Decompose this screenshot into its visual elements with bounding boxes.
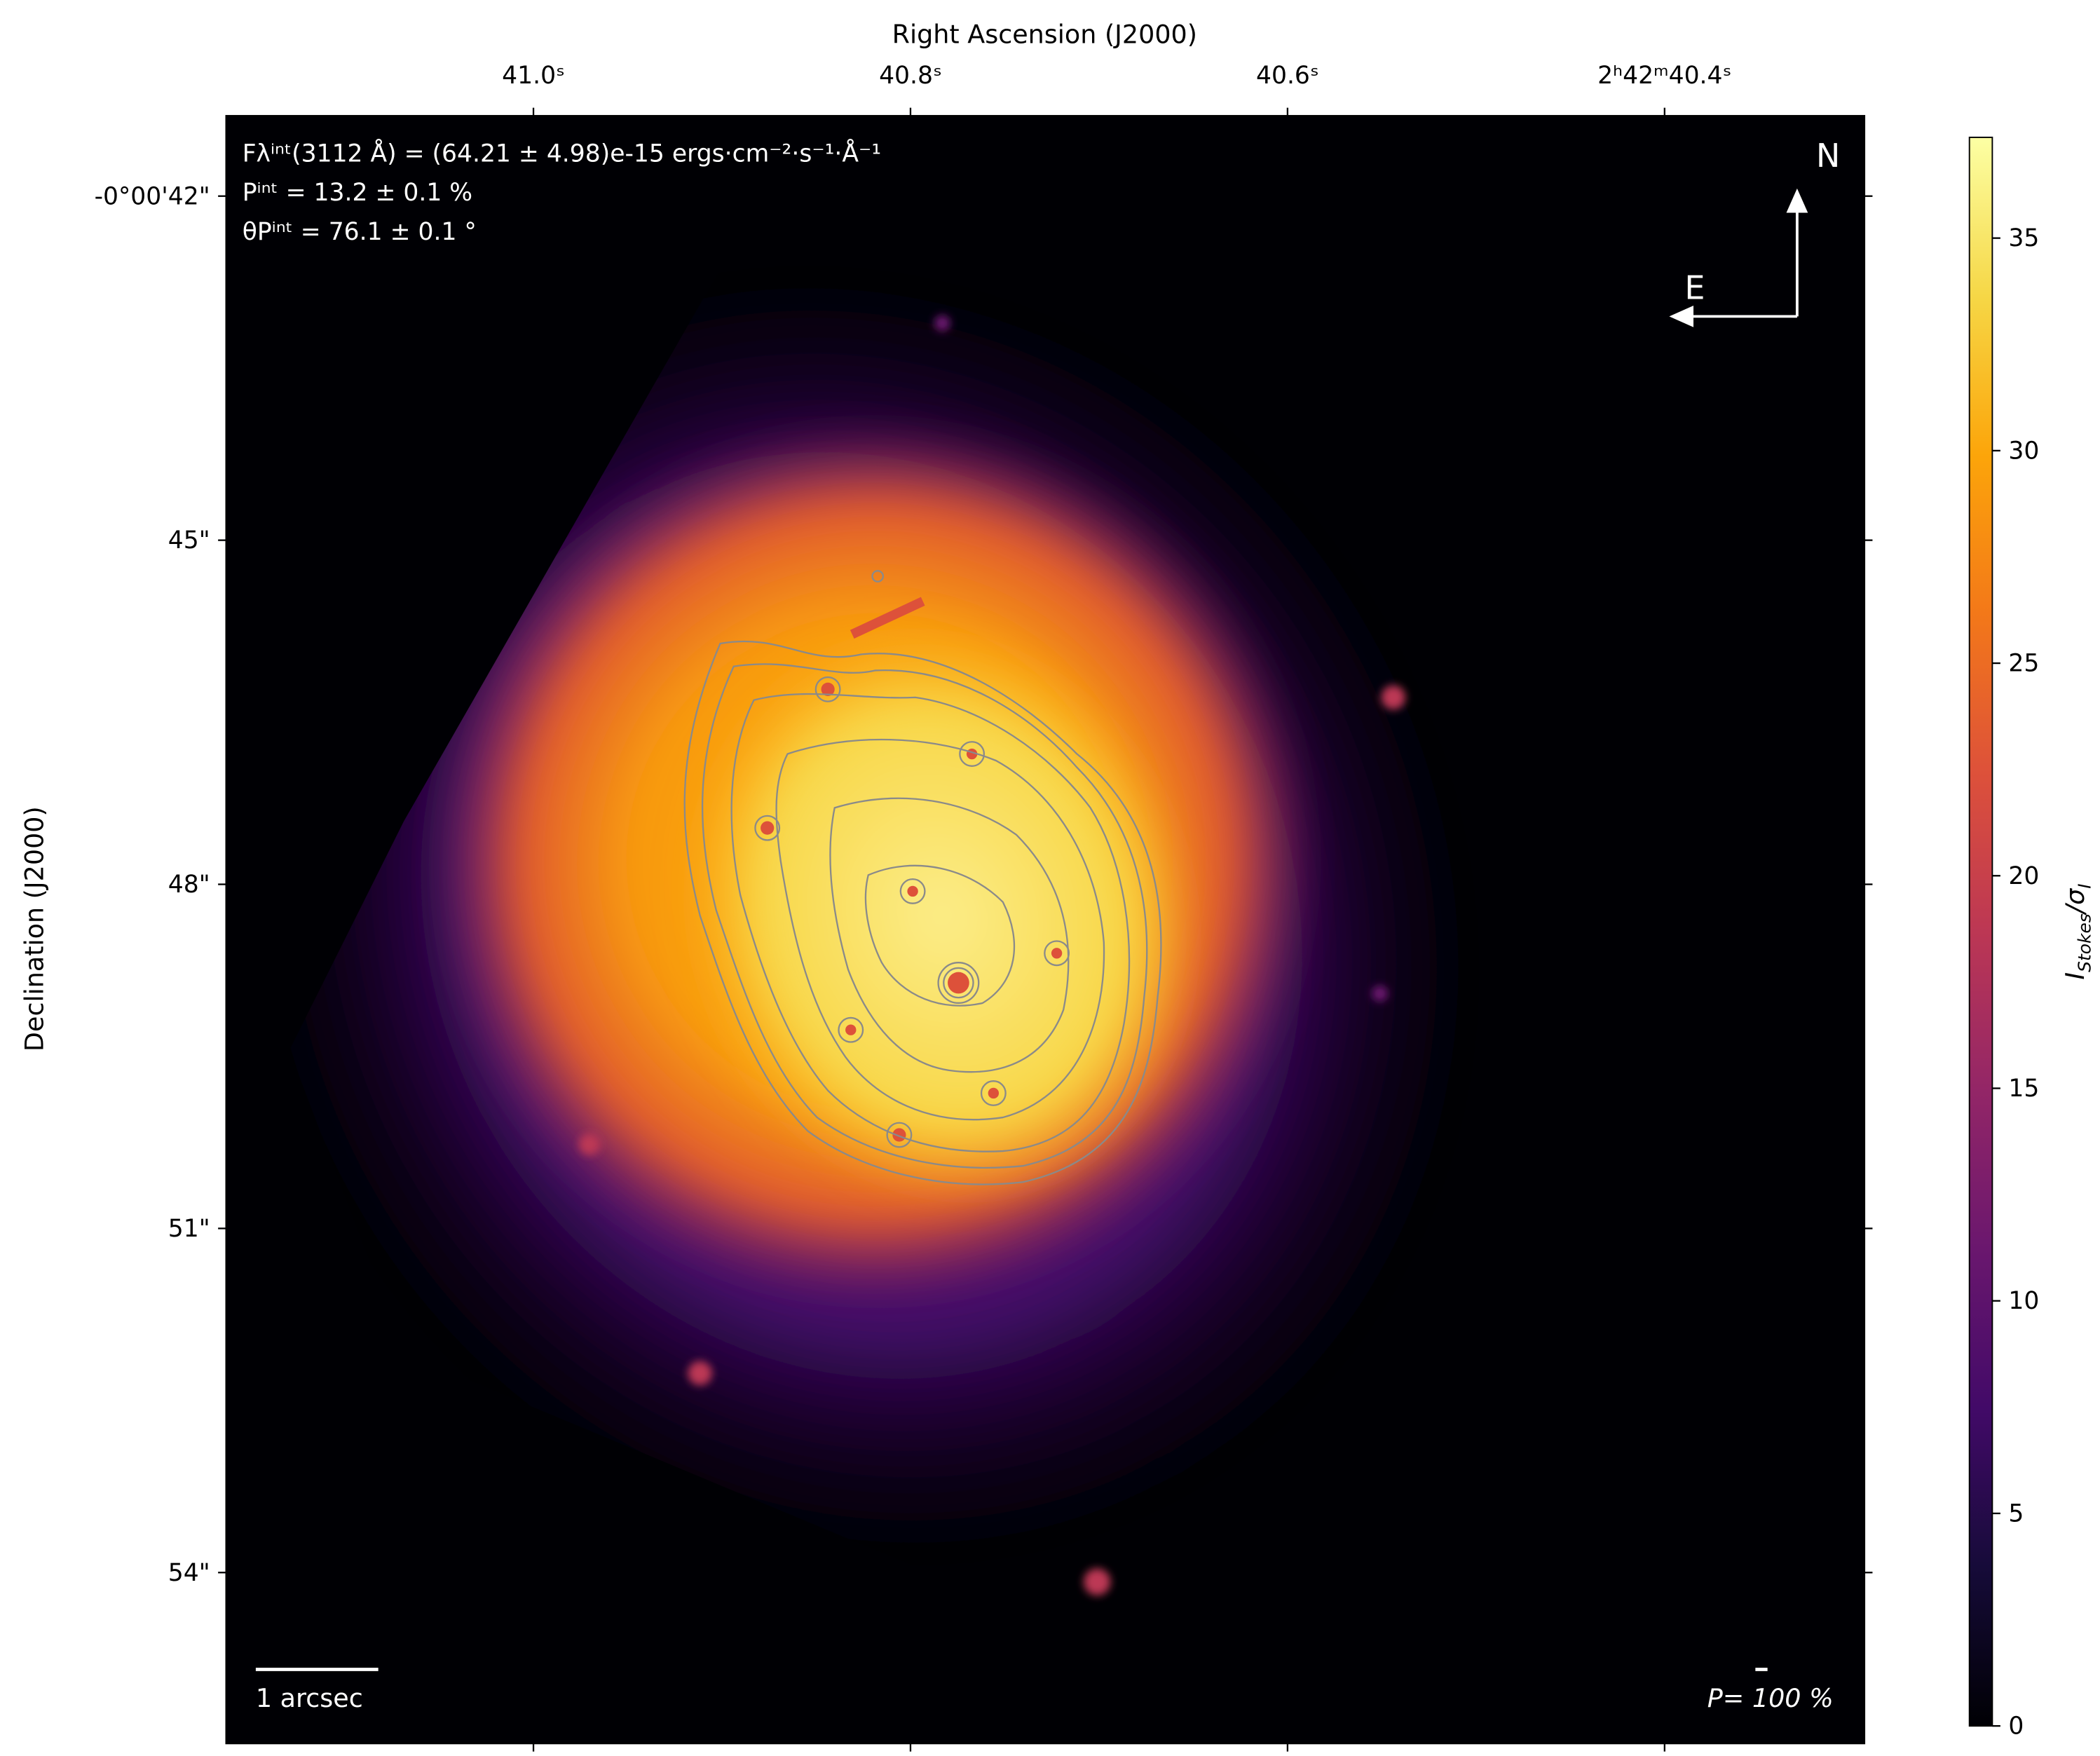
y-axis-label: Declination (J2000) <box>19 806 49 1051</box>
colorbar <box>1968 136 1993 1727</box>
colorbar-tick-label: 20 <box>2008 862 2039 890</box>
colorbar-tick-label: 0 <box>2008 1713 2024 1741</box>
annotation: Pⁱⁿᵗ = 13.2 ± 0.1 % <box>243 179 472 207</box>
colorbar-label-part: /σ <box>2060 887 2090 916</box>
contours <box>683 570 1162 1185</box>
scale-bar-label: 1 arcsec <box>256 1683 363 1713</box>
x-tick-label: 40.6ˢ <box>1256 62 1319 90</box>
colorbar-tick-label: 5 <box>2008 1499 2024 1527</box>
compass-east: E <box>1684 268 1705 306</box>
x-axis-label: Right Ascension (J2000) <box>892 19 1197 49</box>
y-tick-label: 54" <box>168 1559 210 1587</box>
colorbar-tick-label: 35 <box>2008 224 2039 252</box>
colorbar-tick-label: 10 <box>2008 1287 2039 1315</box>
x-tick-label: 40.8ˢ <box>879 62 942 90</box>
colorbar-tick-label: 15 <box>2008 1075 2039 1103</box>
annotation: θPⁱⁿᵗ = 76.1 ± 0.1 ° <box>243 218 477 246</box>
annotation: Fλⁱⁿᵗ(3112 Å) = (64.21 ± 4.98)e-15 ergs·… <box>243 139 881 168</box>
colorbar-label-part: Stokes <box>2075 913 2095 972</box>
colorbar-label: IStokes/σI <box>2060 883 2095 979</box>
axes-frame <box>225 115 1866 1745</box>
x-tick-label: 2ʰ42ᵐ40.4ˢ <box>1597 62 1731 90</box>
compass <box>1669 188 1808 327</box>
compass-north: N <box>1816 137 1840 175</box>
y-tick-label: 48" <box>168 871 210 899</box>
colorbar-tick-label: 30 <box>2008 437 2039 465</box>
x-tick-label: 41.0ˢ <box>502 62 565 90</box>
colorbar-label-part: I <box>2060 972 2090 980</box>
y-tick-label: 51" <box>168 1215 210 1243</box>
colorbar-tick-label: 25 <box>2008 650 2039 678</box>
polarization-scale-label: P= 100 % <box>1707 1683 1834 1713</box>
colorbar-label-part: I <box>2075 883 2095 888</box>
y-tick-label: -0°00'42" <box>95 182 210 210</box>
y-tick-label: 45" <box>168 526 210 554</box>
image-panel: N E 1 arcsec P= 100 % <box>225 115 1866 1745</box>
